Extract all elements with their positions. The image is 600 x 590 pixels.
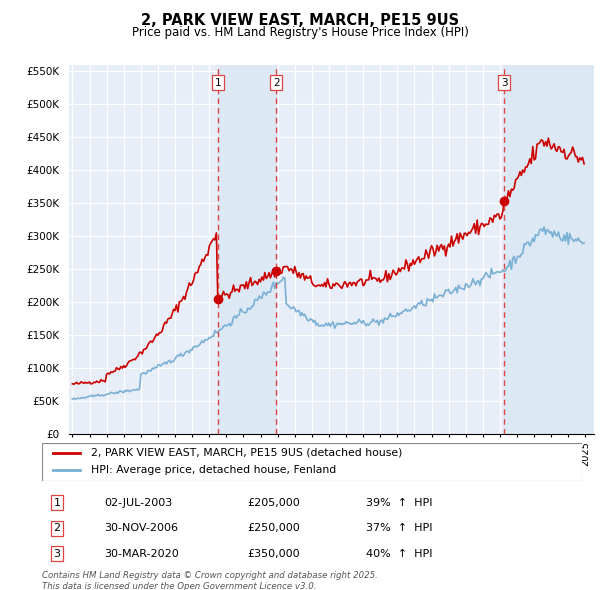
Text: £350,000: £350,000 <box>247 549 300 559</box>
Bar <box>504 65 594 434</box>
Text: 3: 3 <box>53 549 61 559</box>
Text: 40%  ↑  HPI: 40% ↑ HPI <box>366 549 433 559</box>
Text: 30-MAR-2020: 30-MAR-2020 <box>104 549 179 559</box>
Text: 1: 1 <box>214 78 221 88</box>
Text: 02-JUL-2003: 02-JUL-2003 <box>104 498 172 507</box>
Text: Price paid vs. HM Land Registry's House Price Index (HPI): Price paid vs. HM Land Registry's House … <box>131 26 469 39</box>
Text: 30-NOV-2006: 30-NOV-2006 <box>104 523 178 533</box>
Text: HPI: Average price, detached house, Fenland: HPI: Average price, detached house, Fenl… <box>91 466 336 476</box>
Text: Contains HM Land Registry data © Crown copyright and database right 2025.
This d: Contains HM Land Registry data © Crown c… <box>42 571 378 590</box>
Text: 3: 3 <box>501 78 508 88</box>
Text: 39%  ↑  HPI: 39% ↑ HPI <box>366 498 433 507</box>
Text: £205,000: £205,000 <box>247 498 300 507</box>
Text: 2: 2 <box>273 78 280 88</box>
Text: 2, PARK VIEW EAST, MARCH, PE15 9US: 2, PARK VIEW EAST, MARCH, PE15 9US <box>141 13 459 28</box>
Bar <box>218 65 276 434</box>
Text: 2: 2 <box>53 523 61 533</box>
Text: 37%  ↑  HPI: 37% ↑ HPI <box>366 523 433 533</box>
Text: £250,000: £250,000 <box>247 523 300 533</box>
Text: 2, PARK VIEW EAST, MARCH, PE15 9US (detached house): 2, PARK VIEW EAST, MARCH, PE15 9US (deta… <box>91 448 402 458</box>
Text: 1: 1 <box>53 498 61 507</box>
